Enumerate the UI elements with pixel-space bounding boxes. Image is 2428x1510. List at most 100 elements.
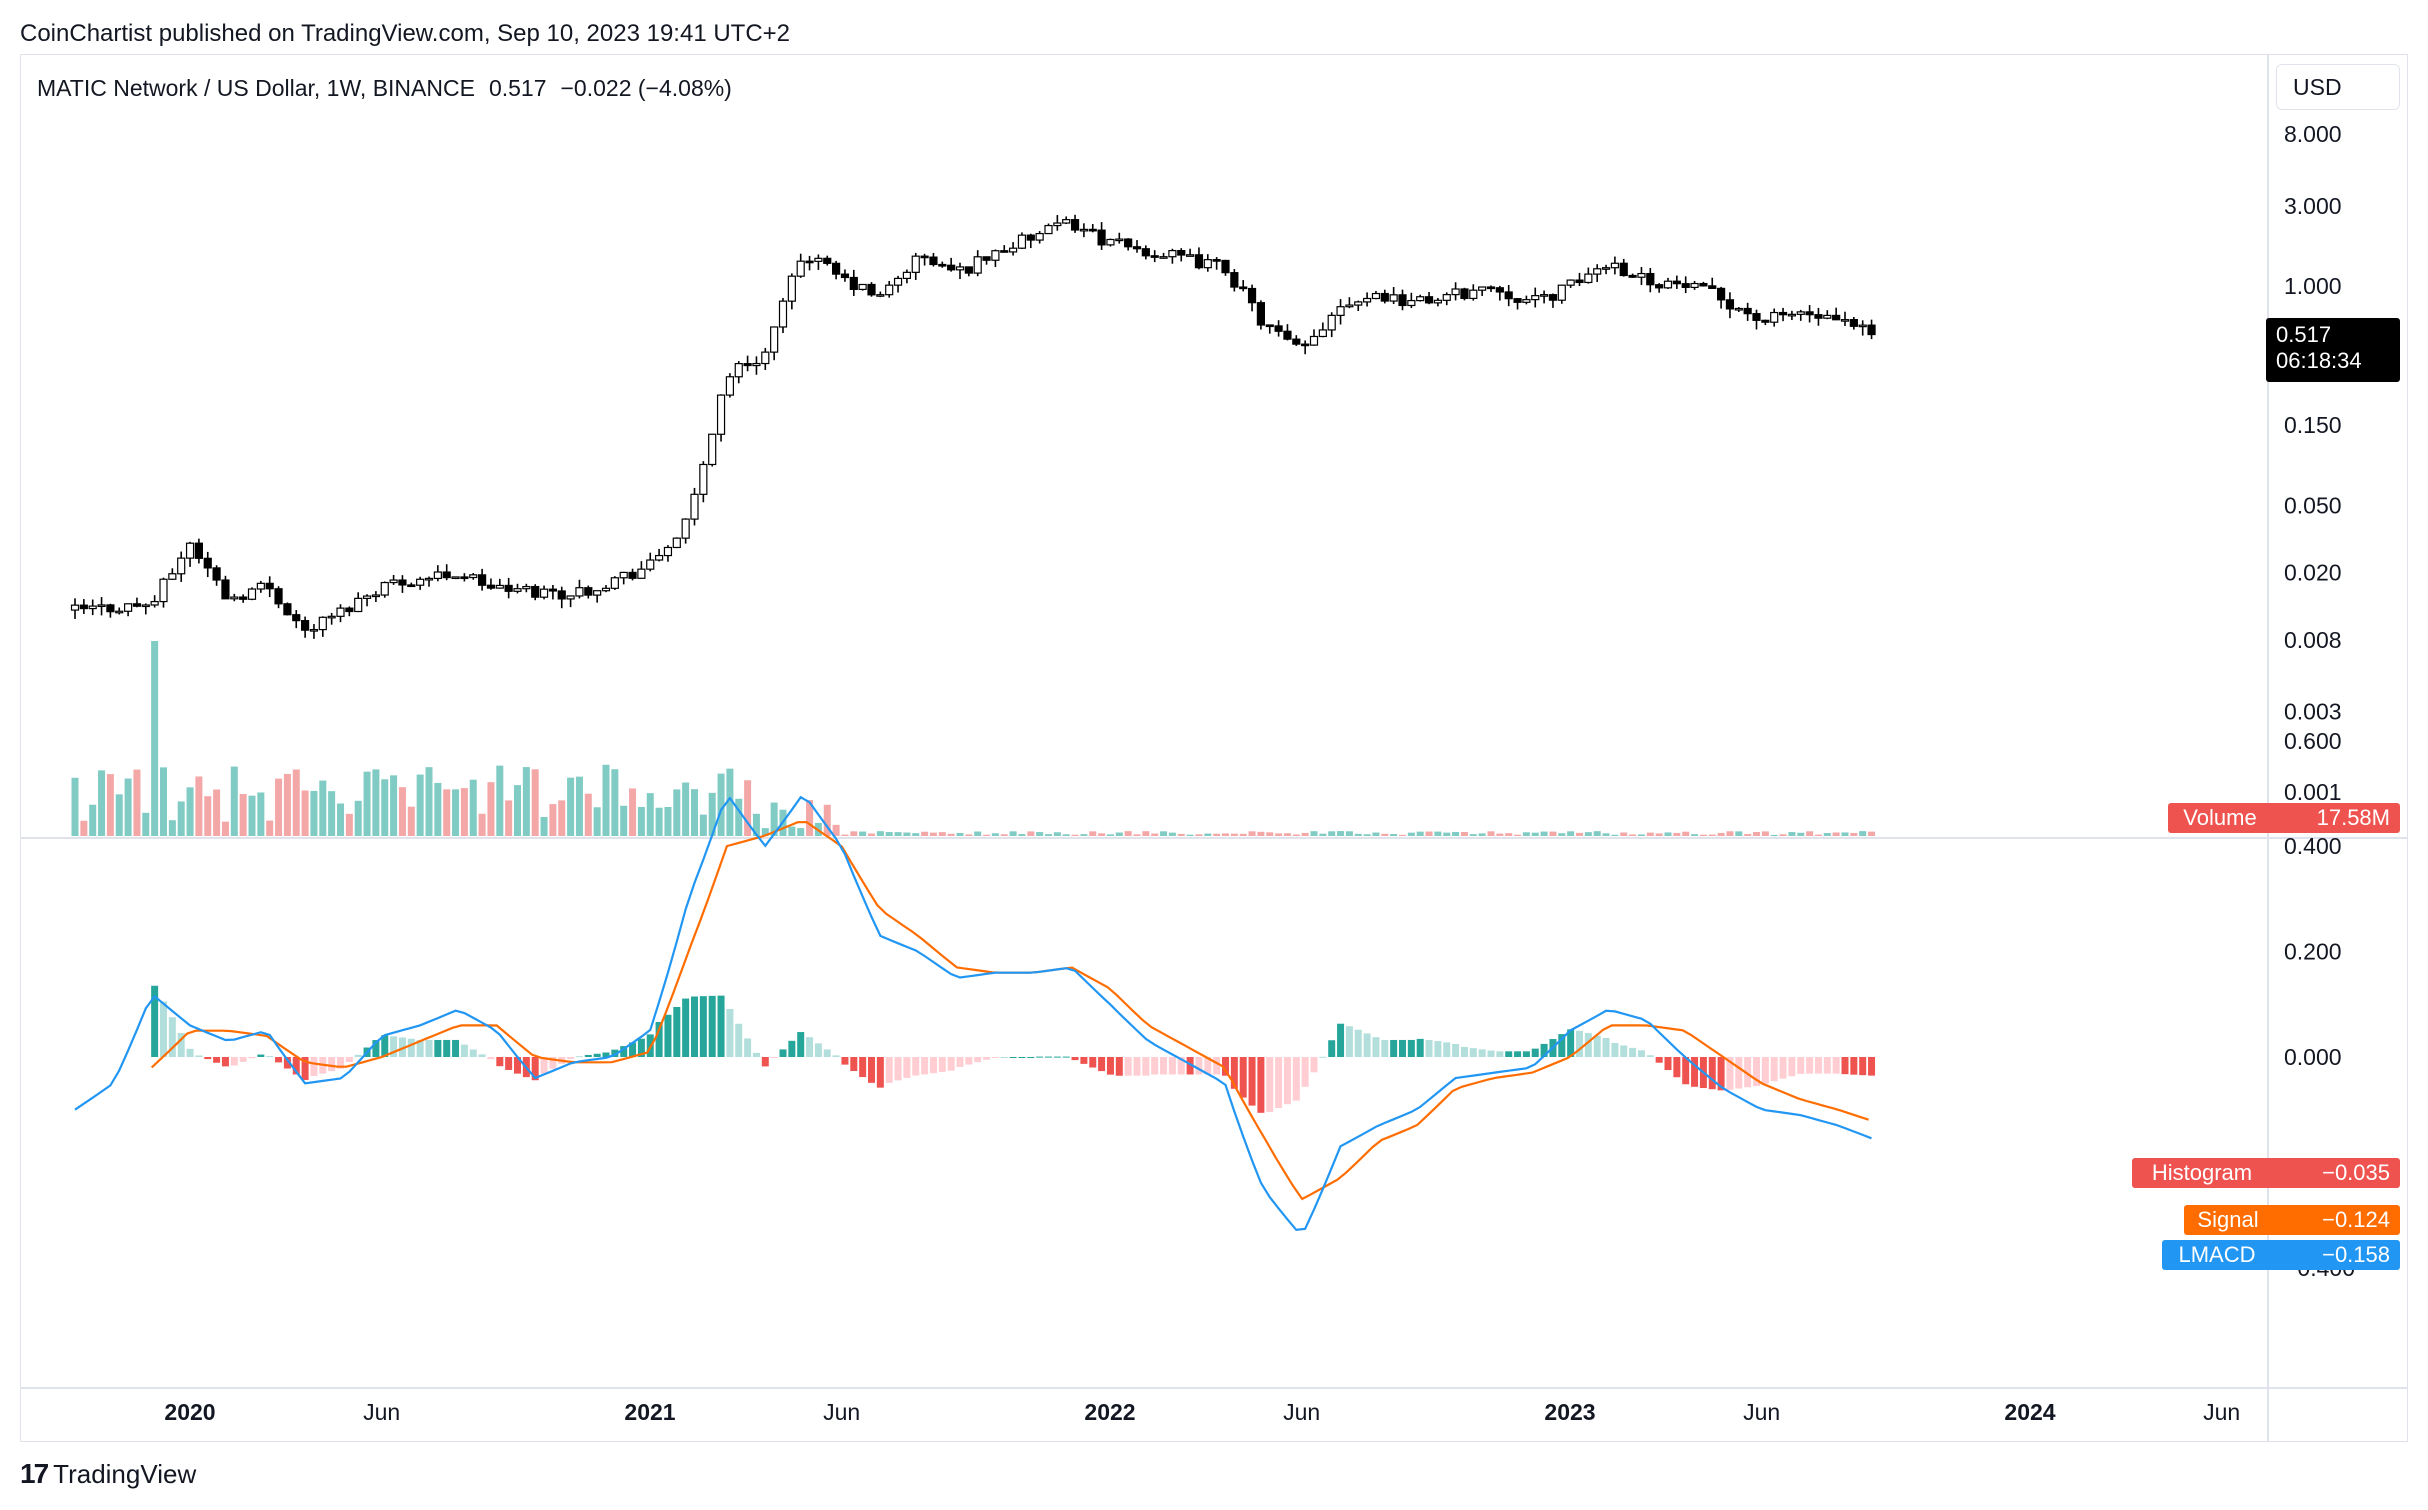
volume-bar: [912, 833, 920, 836]
histogram-bar: [1230, 1057, 1238, 1089]
candle-body: [1672, 280, 1681, 285]
histogram-bar: [1186, 1057, 1194, 1075]
volume-bar: [204, 796, 212, 836]
histogram-bar: [1337, 1023, 1345, 1057]
volume-bar: [106, 774, 114, 836]
volume-bar: [1584, 832, 1592, 836]
price-tick-label: 0.050: [2284, 493, 2342, 519]
candle-body: [283, 603, 292, 616]
candle-body: [407, 584, 416, 588]
candle-body: [663, 546, 673, 557]
histogram-bar: [1000, 1057, 1008, 1058]
volume-bar: [1230, 833, 1238, 836]
volume-bar: [1425, 831, 1433, 836]
candle-body: [221, 579, 230, 600]
volume-bar: [381, 779, 389, 836]
volume-bar: [1248, 831, 1256, 836]
histogram-bar: [1133, 1057, 1141, 1076]
histogram-bar: [1390, 1039, 1398, 1057]
candle-body: [362, 595, 372, 599]
candle-body: [1371, 292, 1381, 300]
candle-body: [1663, 280, 1673, 289]
histogram-bar: [708, 995, 716, 1057]
volume-bar: [1124, 831, 1132, 836]
volume-bar: [230, 766, 238, 836]
histogram-bar: [1514, 1051, 1522, 1057]
histogram-bar: [1452, 1044, 1460, 1057]
candle-body: [557, 590, 566, 600]
candle-body: [398, 579, 407, 586]
volume-bar: [1620, 832, 1628, 836]
candle-body: [504, 584, 513, 592]
candle-body: [1141, 248, 1150, 257]
histogram-bar: [1753, 1057, 1760, 1087]
footer-brand[interactable]: 17 TradingView: [20, 1458, 196, 1490]
histogram-bar: [921, 1057, 929, 1075]
volume-bar: [708, 792, 716, 836]
volume-bar: [1655, 833, 1663, 836]
volume-bar: [195, 776, 203, 836]
volume-bar: [328, 791, 336, 836]
tradingview-logo-icon: 17: [20, 1458, 49, 1489]
candle-body: [1867, 324, 1876, 336]
histogram-bar: [204, 1057, 212, 1060]
histogram-bar: [1779, 1057, 1787, 1079]
volume-bar: [1558, 833, 1566, 836]
histogram-bar: [283, 1057, 291, 1069]
candle-body: [646, 559, 655, 570]
candle-body: [566, 595, 575, 600]
candle-body: [690, 493, 699, 520]
histogram-bar: [1584, 1033, 1592, 1057]
histogram-bar: [1222, 1057, 1229, 1076]
volume-bar: [1850, 832, 1858, 836]
chart-frame: [20, 54, 2408, 1442]
volume-bar: [505, 800, 513, 836]
histogram-bar: [841, 1057, 849, 1065]
volume-bar: [372, 769, 380, 836]
candle-body: [1442, 294, 1451, 301]
volume-bar: [1407, 832, 1415, 836]
candle-body: [1814, 314, 1823, 319]
candle-body: [823, 257, 832, 264]
macd-tick-label: 0.400: [2284, 833, 2342, 859]
volume-bar: [354, 800, 362, 836]
macd-tick-label: 0.000: [2284, 1044, 2342, 1070]
volume-bar: [549, 804, 557, 836]
volume-bar: [1283, 833, 1291, 836]
volume-bar: [629, 788, 637, 836]
volume-bar: [584, 793, 592, 836]
candle-body: [88, 605, 97, 610]
histogram-bar: [761, 1057, 769, 1067]
time-tick-label: Jun: [1743, 1399, 1780, 1425]
candle-body: [734, 363, 743, 378]
volume-bar: [1354, 833, 1362, 836]
volume-bar: [407, 806, 415, 836]
volume-bar: [1637, 834, 1645, 836]
candle-body: [115, 610, 124, 614]
volume-bar: [1222, 833, 1229, 836]
histogram-bar: [1151, 1057, 1159, 1075]
currency-button[interactable]: USD: [2276, 64, 2400, 110]
histogram-bar: [1124, 1057, 1132, 1076]
candle-body: [185, 542, 195, 559]
candle-body: [1469, 289, 1478, 300]
candle-body: [973, 256, 982, 274]
histogram-bar: [1487, 1050, 1495, 1057]
candle-body: [1044, 224, 1053, 235]
volume-bar: [1310, 831, 1318, 836]
price-tick-label: 8.000: [2284, 121, 2342, 147]
histogram-bar: [1691, 1057, 1699, 1087]
volume-bar: [1319, 833, 1327, 836]
candle-body: [1309, 335, 1319, 346]
histogram-bar: [1664, 1057, 1672, 1071]
histogram-bar: [814, 1043, 822, 1057]
candle-body: [743, 363, 752, 367]
candle-body: [610, 577, 619, 589]
histogram-bar: [1283, 1057, 1291, 1105]
time-tick-label: Jun: [1283, 1399, 1320, 1425]
volume-bar: [1080, 834, 1088, 836]
time-tick-label: 2023: [1544, 1399, 1595, 1425]
volume-bar: [1549, 831, 1557, 836]
histogram-bar: [991, 1057, 999, 1058]
